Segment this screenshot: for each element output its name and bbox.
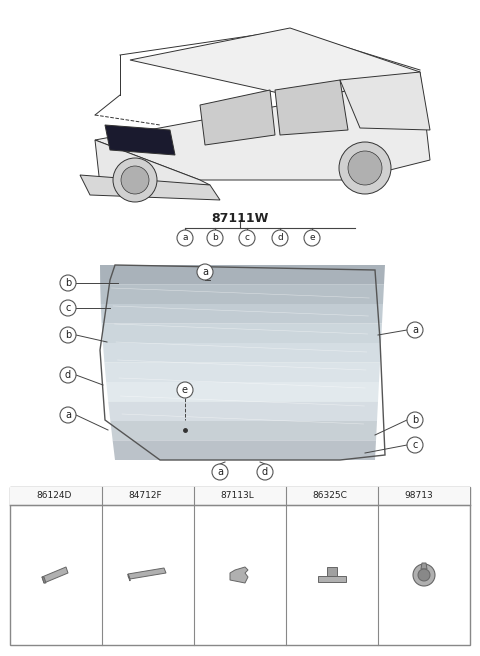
Polygon shape <box>327 567 337 576</box>
Text: c: c <box>65 303 71 313</box>
Circle shape <box>407 322 423 338</box>
Polygon shape <box>128 568 166 579</box>
Polygon shape <box>318 576 346 582</box>
Circle shape <box>272 230 288 246</box>
Circle shape <box>257 464 273 480</box>
Polygon shape <box>95 72 430 180</box>
Circle shape <box>60 407 76 423</box>
Circle shape <box>177 382 193 398</box>
Polygon shape <box>275 80 348 135</box>
Polygon shape <box>101 304 383 323</box>
Polygon shape <box>42 577 46 583</box>
Circle shape <box>15 489 29 503</box>
Circle shape <box>197 264 213 280</box>
Polygon shape <box>100 265 385 285</box>
Polygon shape <box>100 285 384 304</box>
Polygon shape <box>200 90 275 145</box>
Text: c: c <box>244 234 250 243</box>
Text: 87111W: 87111W <box>211 211 269 224</box>
Polygon shape <box>230 567 248 583</box>
Text: b: b <box>65 278 71 288</box>
Circle shape <box>339 142 391 194</box>
FancyBboxPatch shape <box>102 487 194 505</box>
Circle shape <box>199 489 213 503</box>
Circle shape <box>113 158 157 202</box>
Text: a: a <box>20 491 24 501</box>
Polygon shape <box>340 72 430 130</box>
Text: b: b <box>412 415 418 425</box>
Polygon shape <box>95 140 210 185</box>
Text: a: a <box>412 325 418 335</box>
Text: 86124D: 86124D <box>36 491 72 501</box>
Circle shape <box>60 275 76 291</box>
Text: b: b <box>65 330 71 340</box>
Text: 98713: 98713 <box>404 491 433 501</box>
Polygon shape <box>80 175 220 200</box>
Circle shape <box>383 489 397 503</box>
Circle shape <box>212 464 228 480</box>
Text: a: a <box>217 467 223 477</box>
Polygon shape <box>42 567 68 583</box>
Text: e: e <box>182 385 188 395</box>
Text: b: b <box>111 491 117 501</box>
Polygon shape <box>108 401 378 421</box>
Circle shape <box>60 327 76 343</box>
Text: b: b <box>212 234 218 243</box>
Polygon shape <box>104 363 380 382</box>
Circle shape <box>304 230 320 246</box>
FancyBboxPatch shape <box>286 487 378 505</box>
Circle shape <box>348 151 382 185</box>
Text: d: d <box>65 370 71 380</box>
Circle shape <box>177 230 193 246</box>
Circle shape <box>291 489 305 503</box>
Polygon shape <box>105 125 175 155</box>
Text: a: a <box>202 267 208 277</box>
Circle shape <box>207 230 223 246</box>
Text: e: e <box>388 491 392 501</box>
Text: 84712F: 84712F <box>128 491 162 501</box>
Circle shape <box>60 367 76 383</box>
Polygon shape <box>106 382 379 401</box>
FancyBboxPatch shape <box>10 487 102 505</box>
Text: e: e <box>309 234 315 243</box>
Text: 86325C: 86325C <box>312 491 347 501</box>
Polygon shape <box>130 28 420 100</box>
Polygon shape <box>102 323 382 343</box>
Polygon shape <box>103 343 381 363</box>
Circle shape <box>107 489 121 503</box>
Circle shape <box>60 300 76 316</box>
Text: c: c <box>412 440 418 450</box>
FancyBboxPatch shape <box>378 487 470 505</box>
Polygon shape <box>128 574 130 581</box>
Text: d: d <box>262 467 268 477</box>
Text: c: c <box>204 491 208 501</box>
Circle shape <box>121 166 149 194</box>
Polygon shape <box>421 563 427 569</box>
Circle shape <box>407 437 423 453</box>
Polygon shape <box>113 440 376 460</box>
Text: 87113L: 87113L <box>220 491 254 501</box>
Circle shape <box>413 564 435 586</box>
FancyBboxPatch shape <box>194 487 286 505</box>
Circle shape <box>239 230 255 246</box>
Circle shape <box>407 412 423 428</box>
Text: a: a <box>182 234 188 243</box>
Text: d: d <box>296 491 300 501</box>
Text: d: d <box>277 234 283 243</box>
FancyBboxPatch shape <box>10 487 470 645</box>
Text: a: a <box>65 410 71 420</box>
Circle shape <box>418 569 430 581</box>
Polygon shape <box>110 421 377 440</box>
